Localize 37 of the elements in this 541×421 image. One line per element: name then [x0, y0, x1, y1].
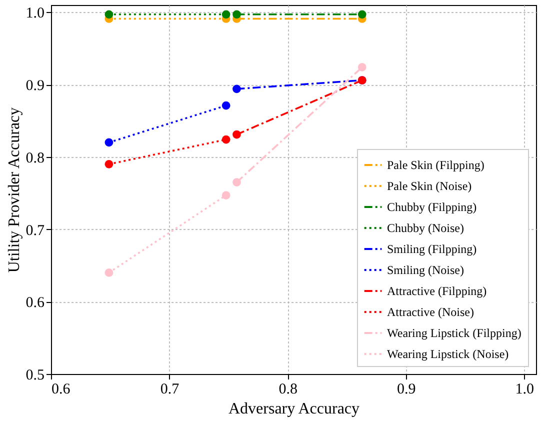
point [222, 191, 230, 200]
y-tick-label: 0.8 [26, 150, 44, 166]
legend-label: Smiling (Filpping) [387, 242, 477, 256]
x-tick-label: 0.6 [52, 382, 71, 398]
x-tick-label: 0.9 [397, 382, 416, 398]
legend-label: Chubby (Noise) [387, 221, 464, 235]
y-tick-label: 0.5 [26, 368, 44, 384]
point [104, 138, 114, 147]
point [232, 84, 241, 94]
legend-label: Wearing Lipstick (Filpping) [387, 326, 522, 340]
point [104, 10, 114, 19]
x-tick-label: 0.7 [160, 382, 180, 398]
y-tick-label: 0.7 [26, 222, 45, 239]
legend-label: Wearing Lipstick (Noise) [387, 347, 509, 361]
legend-label: Attractive (Filpping) [387, 284, 487, 298]
legend-label: Attractive (Noise) [387, 305, 474, 319]
point [104, 160, 114, 168]
legend-label: Chubby (Filpping) [387, 200, 477, 214]
y-tick-label: 0.9 [26, 78, 44, 94]
x-axis-title: Adversary Accuracy [228, 400, 360, 418]
y-tick-label: 0.6 [26, 295, 45, 312]
x-tick-label: 1.0 [515, 382, 534, 398]
point [358, 63, 366, 72]
point [104, 268, 114, 277]
point [222, 135, 230, 144]
legend-label: Pale Skin (Filpping) [387, 158, 484, 172]
point [232, 130, 241, 139]
point [358, 10, 366, 19]
legend-label: Pale Skin (Noise) [387, 179, 472, 193]
y-tick-label: 1.0 [26, 6, 44, 22]
x-tick-label: 0.8 [278, 382, 298, 398]
point [232, 10, 241, 19]
point [222, 101, 230, 110]
point [222, 10, 230, 19]
legend-label: Smiling (Noise) [387, 263, 464, 277]
point [232, 178, 241, 186]
y-axis-title: Utility Provider Accuracy [6, 107, 23, 273]
